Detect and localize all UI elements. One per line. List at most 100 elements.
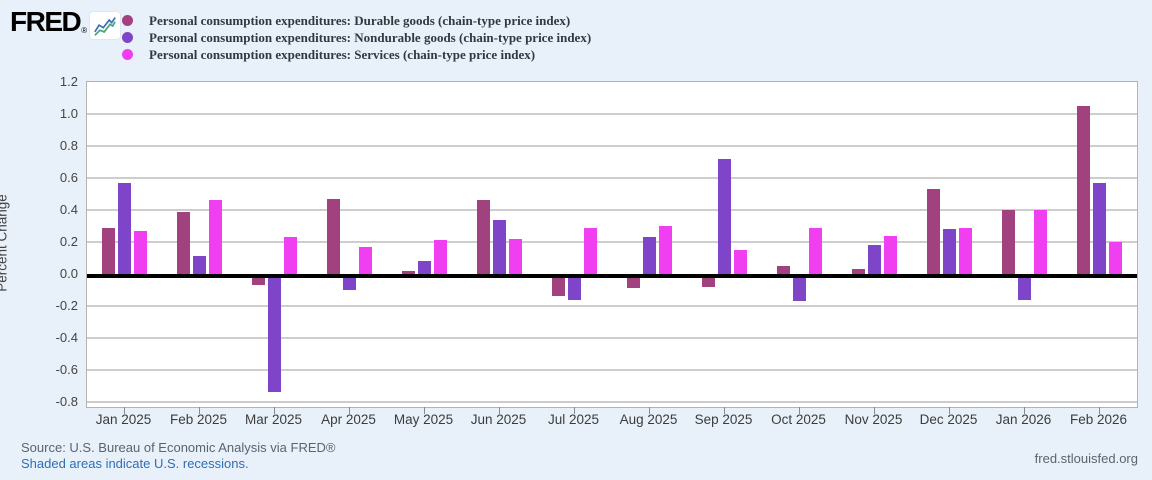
gridline-y-0.8 — [87, 145, 1137, 147]
bar-durable-feb-2025 — [177, 211, 190, 274]
x-tick-label-jul-2025: Jul 2025 — [547, 412, 600, 427]
x-tick-apr-2025 — [348, 407, 350, 414]
y-tick-label-1.0: 1.0 — [59, 106, 78, 121]
y-tick-label-0.2: 0.2 — [59, 234, 78, 249]
legend-label-durable: Personal consumption expenditures: Durab… — [149, 13, 571, 28]
x-tick-label-nov-2025: Nov 2025 — [844, 412, 903, 427]
y-tick-label--0.8: -0.8 — [55, 394, 78, 409]
x-tick-label-may-2025: May 2025 — [393, 412, 454, 427]
zero-line — [87, 274, 1137, 278]
x-tick-aug-2025 — [648, 407, 650, 414]
x-tick-sep-2025 — [723, 407, 725, 414]
y-tick-label-0.4: 0.4 — [59, 202, 78, 217]
fred-sparkline-icon — [90, 12, 121, 39]
x-tick-label-oct-2025: Oct 2025 — [771, 412, 826, 427]
x-tick-label-jun-2025: Jun 2025 — [470, 412, 527, 427]
legend-item-nondurable: Personal consumption expenditures: Nondu… — [122, 29, 591, 46]
bar-services-jan-2026 — [1034, 210, 1047, 274]
bar-nondurable-jul-2025 — [568, 274, 581, 300]
bar-nondurable-feb-2026 — [1093, 182, 1106, 274]
bar-services-aug-2025 — [659, 226, 672, 274]
x-tick-jan-2026 — [1023, 407, 1025, 414]
gridline-y-0.6 — [87, 177, 1137, 179]
bar-nondurable-aug-2025 — [643, 237, 656, 274]
plot-area — [86, 81, 1138, 408]
y-tick-label-0.8: 0.8 — [59, 138, 78, 153]
y-tick-label--0.2: -0.2 — [55, 298, 78, 313]
x-tick-oct-2025 — [798, 407, 800, 414]
bar-nondurable-sep-2025 — [718, 158, 731, 274]
y-axis-title: Percent Change — [0, 194, 10, 292]
bar-durable-may-2025 — [402, 270, 415, 274]
legend-swatch-durable — [122, 15, 133, 26]
bar-services-apr-2025 — [359, 246, 372, 274]
x-tick-label-aug-2025: Aug 2025 — [619, 412, 678, 427]
bar-services-nov-2025 — [884, 235, 897, 274]
bar-services-jan-2025 — [134, 230, 147, 274]
x-tick-label-apr-2025: Apr 2025 — [321, 412, 376, 427]
gridline-y--0.8 — [87, 401, 1137, 403]
bar-services-feb-2025 — [209, 200, 222, 274]
gridline-y--0.2 — [87, 305, 1137, 307]
legend-swatch-nondurable — [122, 32, 133, 43]
y-tick-label--0.6: -0.6 — [55, 362, 78, 377]
legend-label-nondurable: Personal consumption expenditures: Nondu… — [149, 30, 592, 45]
fred-logo[interactable]: FRED ® — [10, 6, 121, 39]
x-tick-may-2025 — [423, 407, 425, 414]
y-tick-label-0.6: 0.6 — [59, 170, 78, 185]
x-tick-label-feb-2026: Feb 2026 — [1069, 412, 1128, 427]
x-tick-label-sep-2025: Sep 2025 — [694, 412, 753, 427]
bar-durable-oct-2025 — [777, 266, 790, 274]
bar-nondurable-feb-2025 — [193, 256, 206, 274]
fred-logo-text: FRED — [10, 6, 82, 37]
x-tick-feb-2025 — [198, 407, 200, 414]
bar-services-jul-2025 — [584, 227, 597, 274]
gridline-y-1.0 — [87, 113, 1137, 115]
bar-nondurable-oct-2025 — [793, 274, 806, 302]
x-tick-feb-2026 — [1098, 407, 1100, 414]
bar-durable-jan-2026 — [1002, 210, 1015, 274]
bar-durable-jun-2025 — [477, 200, 490, 274]
legend-item-services: Personal consumption expenditures: Servi… — [122, 46, 591, 63]
legend-swatch-services — [122, 49, 133, 60]
legend-item-durable: Personal consumption expenditures: Durab… — [122, 12, 591, 29]
gridline-y-0.4 — [87, 209, 1137, 211]
bar-durable-mar-2025 — [252, 274, 265, 286]
bar-nondurable-dec-2025 — [943, 229, 956, 274]
bar-services-may-2025 — [434, 240, 447, 274]
x-tick-jun-2025 — [498, 407, 500, 414]
bar-nondurable-apr-2025 — [343, 274, 356, 290]
x-tick-mar-2025 — [273, 407, 275, 414]
bar-services-mar-2025 — [284, 237, 297, 274]
bar-nondurable-may-2025 — [418, 261, 431, 274]
footer-source-text: Source: U.S. Bureau of Economic Analysis… — [21, 440, 336, 455]
x-tick-nov-2025 — [873, 407, 875, 414]
recessions-note-link[interactable]: Shaded areas indicate U.S. recessions. — [21, 456, 249, 471]
bar-durable-jul-2025 — [552, 274, 565, 297]
bar-services-oct-2025 — [809, 227, 822, 274]
fred-url-link[interactable]: fred.stlouisfed.org — [1034, 451, 1138, 466]
x-tick-label-mar-2025: Mar 2025 — [244, 412, 303, 427]
bar-durable-nov-2025 — [852, 269, 865, 274]
gridline-y-0.2 — [87, 241, 1137, 243]
x-tick-label-dec-2025: Dec 2025 — [919, 412, 978, 427]
bar-nondurable-mar-2025 — [268, 274, 281, 393]
gridline-y--0.6 — [87, 369, 1137, 371]
gridline-y--0.4 — [87, 337, 1137, 339]
bar-durable-apr-2025 — [327, 198, 340, 274]
x-tick-label-feb-2025: Feb 2025 — [169, 412, 228, 427]
registered-trademark: ® — [81, 26, 88, 35]
x-tick-label-jan-2026: Jan 2026 — [995, 412, 1052, 427]
x-tick-dec-2025 — [948, 407, 950, 414]
bar-durable-feb-2026 — [1077, 106, 1090, 274]
y-tick-label--0.4: -0.4 — [55, 330, 78, 345]
y-tick-label-1.2: 1.2 — [59, 74, 78, 89]
bar-durable-jan-2025 — [102, 227, 115, 274]
x-tick-jul-2025 — [573, 407, 575, 414]
legend: Personal consumption expenditures: Durab… — [122, 12, 591, 63]
x-tick-label-jan-2025: Jan 2025 — [95, 412, 152, 427]
bar-nondurable-jan-2026 — [1018, 274, 1031, 300]
y-tick-label-0.0: 0.0 — [59, 266, 78, 281]
x-tick-jan-2025 — [123, 407, 125, 414]
